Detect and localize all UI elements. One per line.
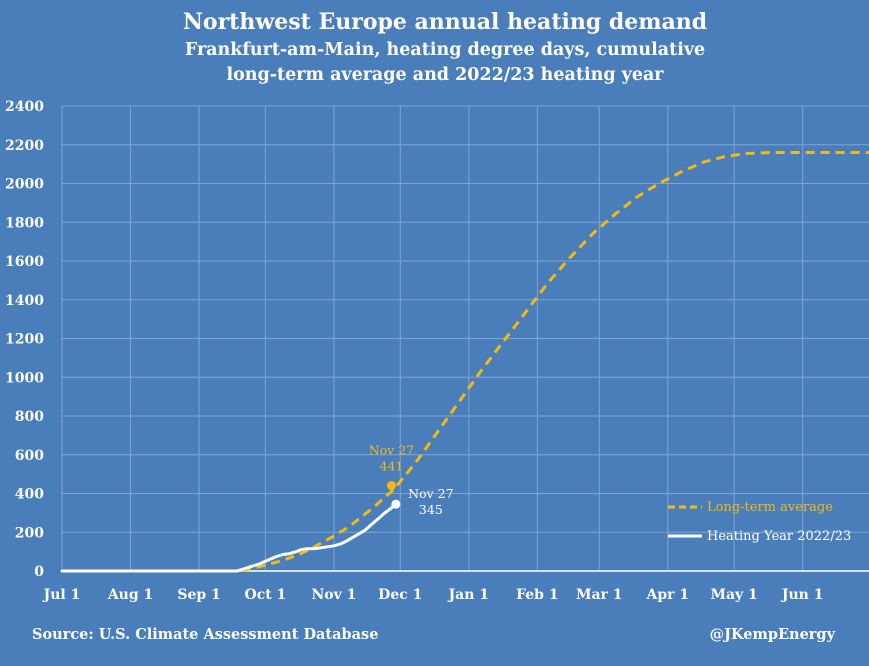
- chart-subtitle-line2: long-term average and 2022/23 heating ye…: [226, 65, 664, 85]
- y-tick-label: 2400: [5, 99, 44, 115]
- y-tick-label: 1400: [5, 293, 44, 309]
- y-tick-label: 0: [34, 564, 44, 580]
- legend-label-average: Long-term average: [707, 500, 833, 515]
- x-tick-label: Nov 1: [312, 587, 357, 603]
- annotation-value: 345: [419, 502, 443, 517]
- marker-current-nov27: [391, 499, 401, 509]
- series-line-long-term-average: [62, 151, 869, 573]
- series-line-heating-year-2022-23: [60, 502, 398, 573]
- chart-subtitle-line1: Frankfurt-am-Main, heating degree days, …: [185, 40, 705, 60]
- y-tick-label: 200: [15, 525, 44, 541]
- x-tick-label: Aug 1: [107, 587, 153, 603]
- grid-lines: [61, 105, 869, 571]
- x-tick-label: Mar 1: [576, 587, 623, 603]
- annotation-date: Nov 27: [369, 443, 414, 458]
- annotation-value: 441: [380, 459, 404, 474]
- series-lines: [60, 151, 869, 573]
- x-tick-label: Apr 1: [645, 587, 689, 603]
- x-tick-label: Feb 1: [516, 587, 559, 603]
- y-tick-label: 400: [15, 487, 44, 503]
- x-tick-label: Jul 1: [42, 587, 81, 603]
- legend: Long-term average Heating Year 2022/23: [668, 500, 851, 544]
- x-axis: Jul 1 Aug 1 Sep 1 Oct 1 Nov 1 Dec 1 Jan 1 Feb 1…: [42, 570, 869, 603]
- y-tick-label: 1200: [5, 332, 44, 348]
- y-tick-label: 2200: [5, 138, 44, 154]
- x-tick-label: May 1: [710, 587, 757, 603]
- y-tick-label: 1600: [5, 254, 44, 270]
- y-tick-label: 600: [15, 448, 44, 464]
- y-tick-label: 2000: [5, 177, 44, 193]
- y-axis: 0 200 400 600 800 1000 1200 1400 1600 1800 2000 220…: [5, 99, 44, 580]
- annotation-date: Nov 27: [408, 486, 453, 501]
- source-note: Source: U.S. Climate Assessment Database: [32, 626, 378, 643]
- x-tick-label: Dec 1: [378, 587, 422, 603]
- y-tick-label: 1800: [5, 215, 44, 231]
- legend-label-current: Heating Year 2022/23: [707, 529, 851, 544]
- x-tick-label: Oct 1: [245, 587, 287, 603]
- author-handle: @JKempEnergy: [710, 626, 836, 643]
- x-tick-label: Sep 1: [177, 587, 220, 603]
- y-tick-label: 800: [15, 409, 44, 425]
- marker-average-nov27: [386, 481, 396, 491]
- y-tick-label: 1000: [5, 370, 44, 386]
- x-tick-label: Jan 1: [447, 587, 490, 603]
- chart-title: Northwest Europe annual heating demand: [183, 9, 707, 35]
- x-tick-label: Jun 1: [780, 587, 824, 603]
